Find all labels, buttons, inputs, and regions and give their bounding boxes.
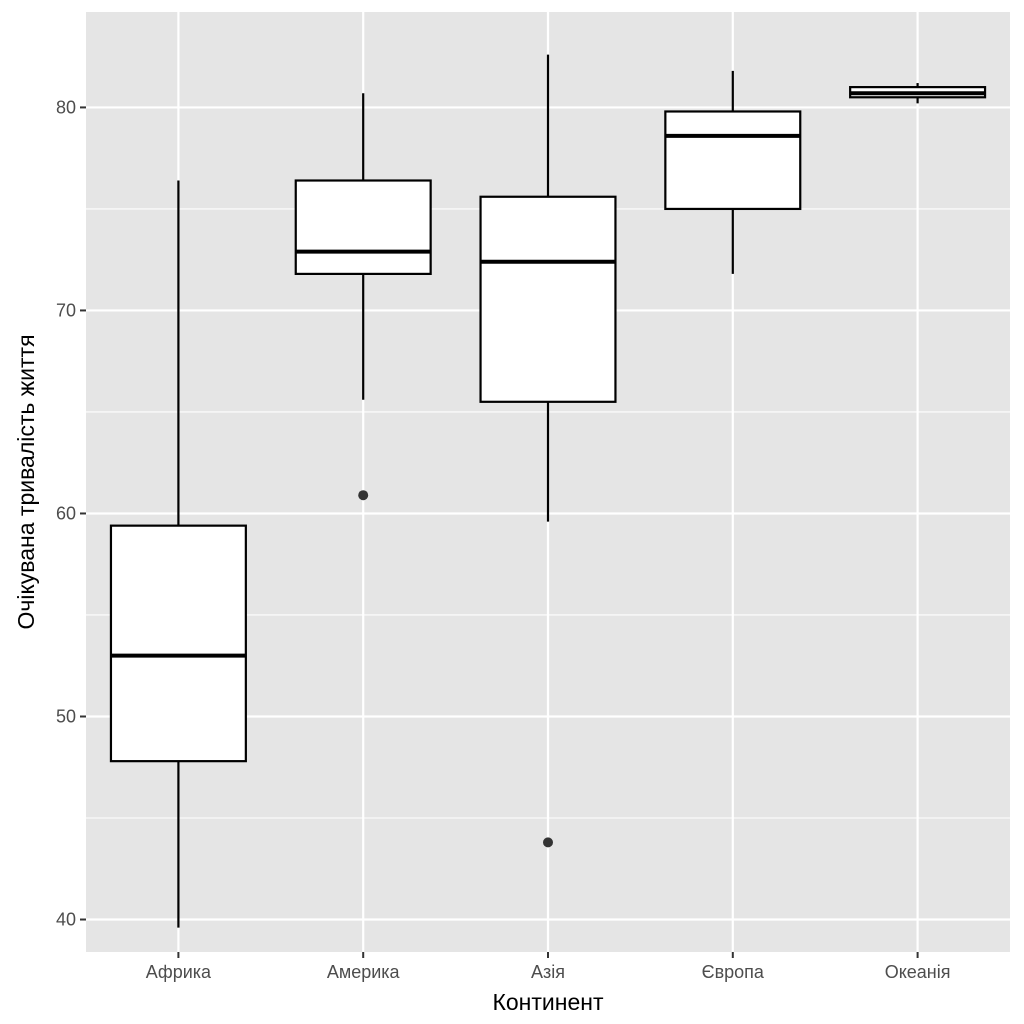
y-tick-label: 60	[56, 503, 76, 523]
outlier-point	[543, 837, 553, 848]
x-tick-label: Африка	[146, 962, 212, 982]
box-body	[664, 110, 802, 211]
x-axis-title: Континент	[492, 989, 603, 1015]
x-tick-label: Азія	[531, 962, 565, 982]
box-2	[479, 54, 617, 848]
box-0	[109, 180, 247, 928]
box-body	[294, 179, 432, 276]
y-axis-title: Очікувана тривалість життя	[13, 334, 39, 629]
x-tick-label: Океанія	[885, 962, 951, 982]
box-body	[109, 524, 247, 763]
box-4	[849, 83, 987, 104]
y-tick-label: 80	[56, 97, 76, 117]
boxes-layer	[109, 54, 987, 928]
outlier-point	[358, 490, 369, 501]
y-tick-label: 70	[56, 300, 76, 320]
box-3	[664, 70, 802, 274]
y-tick-label: 40	[56, 910, 76, 930]
box-1	[294, 93, 432, 501]
y-tick-label: 50	[56, 706, 76, 726]
x-tick-label: Америка	[327, 962, 401, 982]
box-body	[479, 195, 617, 403]
y-axis-ticks: 40 50 60 70 80	[56, 97, 86, 930]
x-tick-label: Європа	[702, 962, 765, 982]
x-axis-ticks: Африка Америка Азія Європа Океанія	[146, 952, 951, 982]
